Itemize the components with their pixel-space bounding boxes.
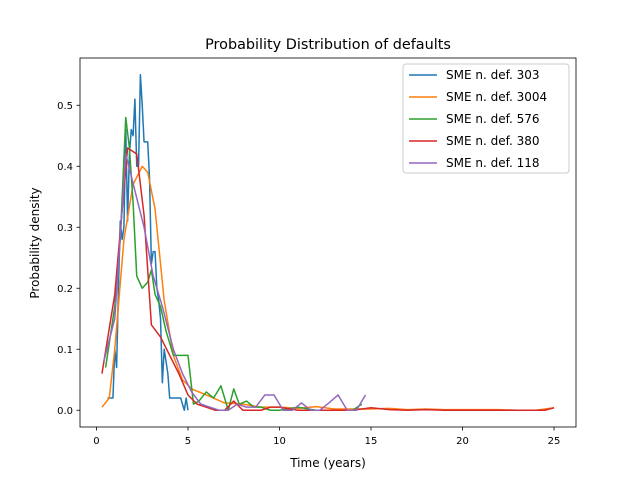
legend-label-0: SME n. def. 303 <box>446 68 540 82</box>
x-tick-label: 15 <box>365 436 378 447</box>
y-tick-label: 0.1 <box>57 345 73 356</box>
legend-label-2: SME n. def. 576 <box>446 112 540 126</box>
legend: SME n. def. 303 SME n. def. 3004 SME n. de… <box>402 63 570 174</box>
series-line-4 <box>103 153 367 411</box>
x-tick-label: 5 <box>185 436 191 447</box>
y-axis-ticks: 0.0 0.1 0.2 0.3 0.4 0.5 <box>57 101 80 417</box>
x-axis-ticks: 0 5 10 15 20 25 <box>93 427 560 447</box>
legend-label-3: SME n. def. 380 <box>446 134 540 148</box>
y-tick-label: 0.4 <box>57 162 73 173</box>
chart-title: Probability Distribution of defaults <box>205 37 451 53</box>
series-lines <box>101 74 555 411</box>
y-axis-label: Probability density <box>28 187 42 298</box>
x-tick-label: 10 <box>273 436 286 447</box>
x-tick-label: 20 <box>456 436 469 447</box>
legend-label-1: SME n. def. 3004 <box>446 90 547 104</box>
series-line-3 <box>101 147 555 411</box>
legend-label-4: SME n. def. 118 <box>446 156 540 170</box>
x-tick-label: 25 <box>548 436 561 447</box>
y-tick-label: 0.3 <box>57 223 73 234</box>
y-tick-label: 0.0 <box>57 406 73 417</box>
x-tick-label: 0 <box>93 436 99 447</box>
y-tick-label: 0.2 <box>57 284 73 295</box>
x-axis-label: Time (years) <box>289 456 366 470</box>
legend-box <box>402 63 570 174</box>
y-tick-label: 0.5 <box>57 101 73 112</box>
plot-frame <box>79 57 577 428</box>
